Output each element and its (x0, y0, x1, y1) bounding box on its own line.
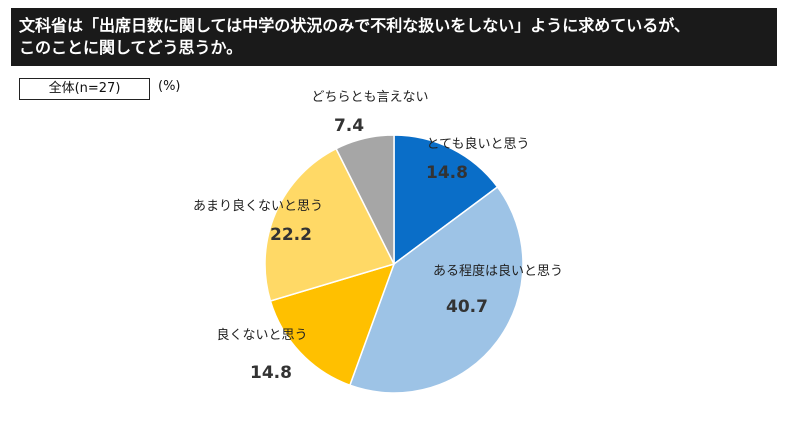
pie-slice-1 (393, 134, 499, 266)
slice-value-5: 7.4 (334, 116, 364, 136)
pie-labels: とても良いと思う 14.8 ある程度は良いと思う 40.7 良くないと思う 14.8 あまり… (193, 90, 563, 383)
slice-label-4: あまり良くないと思う (193, 198, 323, 214)
slice-label-2: ある程度は良いと思う (433, 263, 563, 279)
sample-size-label: 全体(n=27) (19, 78, 150, 100)
pie-slices (264, 134, 524, 394)
slice-label-5: どちらとも言えない (311, 90, 428, 105)
header-line-1: 文科省は「出席日数に関しては中学の状況のみで不利な扱いをしない」ように求めている… (19, 16, 690, 35)
header-line-2: このことに関してどう思うか。 (19, 38, 243, 57)
pie-slice-5 (335, 134, 395, 265)
slice-value-2: 40.7 (446, 297, 488, 317)
pie-slice-3 (269, 262, 396, 387)
pie-slice-4 (264, 147, 396, 302)
slice-label-1: とても良いと思う (427, 136, 530, 152)
unit-label: (%) (158, 79, 181, 94)
slice-value-3: 14.8 (250, 363, 292, 383)
slice-label-3: 良くないと思う (216, 327, 307, 343)
chart-header: 文科省は「出席日数に関しては中学の状況のみで不利な扱いをしない」ように求めている… (11, 8, 777, 66)
slice-value-1: 14.8 (426, 163, 468, 183)
slice-value-4: 22.2 (270, 225, 312, 245)
pie-slice-2 (348, 185, 524, 394)
